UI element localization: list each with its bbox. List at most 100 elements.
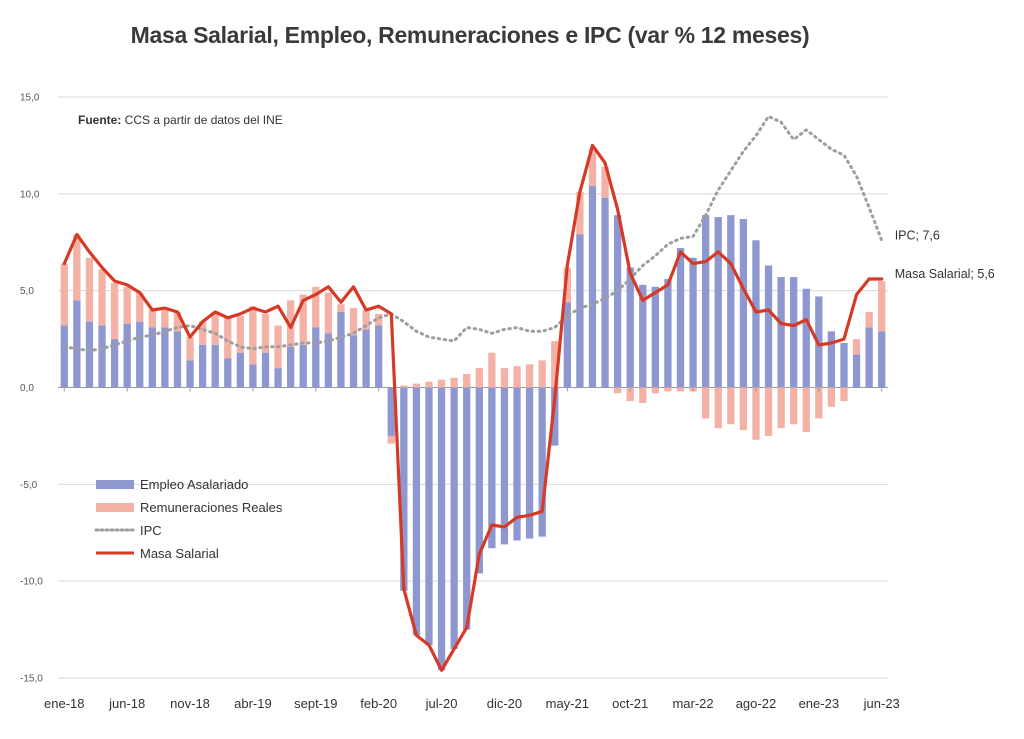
end-label: Masa Salarial; 5,6 bbox=[895, 267, 995, 281]
bar-remuneraciones-reales bbox=[412, 383, 421, 388]
bar-empleo-asalariado bbox=[752, 240, 760, 388]
bar-remuneraciones-reales bbox=[437, 379, 446, 388]
bar-empleo-asalariado bbox=[375, 325, 383, 388]
bar-remuneraciones-reales bbox=[463, 373, 471, 388]
bar-empleo-asalariado bbox=[777, 277, 785, 388]
legend-label-ipc: IPC bbox=[140, 523, 162, 538]
bar-empleo-asalariado bbox=[387, 387, 395, 436]
bar-empleo-asalariado bbox=[312, 327, 320, 388]
end-labels: IPC; 7,6 Masa Salarial; 5,6 bbox=[895, 228, 995, 281]
bar-remuneraciones-reales bbox=[287, 300, 295, 347]
x-tick-label: dic-20 bbox=[487, 696, 522, 711]
bar-remuneraciones-reales bbox=[702, 387, 710, 419]
bar-remuneraciones-reales bbox=[639, 387, 647, 403]
bar-empleo-asalariado bbox=[525, 387, 534, 539]
bar-empleo-asalariado bbox=[425, 387, 433, 646]
bar-remuneraciones-reales bbox=[98, 269, 106, 326]
bar-empleo-asalariado bbox=[362, 329, 370, 388]
legend: Empleo Asalariado Remuneraciones Reales … bbox=[94, 477, 283, 561]
bar-remuneraciones-reales bbox=[563, 267, 571, 303]
source-text: CCS a partir de datos del INE bbox=[121, 113, 282, 127]
bar-empleo-asalariado bbox=[148, 327, 156, 388]
y-tick-label: -10,0 bbox=[20, 577, 43, 588]
bar-remuneraciones-reales bbox=[840, 387, 848, 402]
bar-empleo-asalariado bbox=[802, 288, 810, 388]
bar-empleo-asalariado bbox=[274, 368, 282, 388]
bar-remuneraciones-reales bbox=[198, 321, 207, 345]
bar-empleo-asalariado bbox=[588, 186, 597, 388]
bar-empleo-asalariado bbox=[349, 335, 358, 388]
x-tick-label: oct-21 bbox=[612, 696, 648, 711]
line-masa-salarial bbox=[62, 143, 884, 672]
legend-swatch-remuneraciones bbox=[96, 503, 134, 512]
bar-remuneraciones-reales bbox=[475, 368, 483, 388]
bar-empleo-asalariado bbox=[538, 387, 546, 537]
bar-empleo-asalariado bbox=[437, 387, 446, 671]
lines bbox=[62, 114, 884, 672]
bar-empleo-asalariado bbox=[60, 325, 68, 388]
x-tick-label: nov-18 bbox=[170, 696, 210, 711]
bar-remuneraciones-reales bbox=[324, 292, 333, 334]
bar-remuneraciones-reales bbox=[349, 308, 358, 336]
x-tick-label: jul-20 bbox=[425, 696, 458, 711]
bar-remuneraciones-reales bbox=[802, 387, 810, 433]
bar-empleo-asalariado bbox=[878, 331, 886, 388]
bar-empleo-asalariado bbox=[85, 321, 94, 388]
x-tick-label: may-21 bbox=[546, 696, 589, 711]
bar-remuneraciones-reales bbox=[865, 311, 873, 328]
bar-remuneraciones-reales bbox=[362, 310, 370, 330]
bar-empleo-asalariado bbox=[500, 387, 509, 545]
bar-empleo-asalariado bbox=[601, 197, 609, 388]
bar-remuneraciones-reales bbox=[136, 292, 144, 322]
bar-remuneraciones-reales bbox=[551, 341, 559, 388]
x-tick-label: feb-20 bbox=[360, 696, 397, 711]
x-tick-label: ene-23 bbox=[799, 696, 839, 711]
x-tick-label: ago-22 bbox=[736, 696, 776, 711]
bar-empleo-asalariado bbox=[551, 387, 559, 446]
chart-title: Masa Salarial, Empleo, Remuneraciones e … bbox=[130, 22, 810, 48]
bar-empleo-asalariado bbox=[261, 352, 270, 388]
bar-empleo-asalariado bbox=[576, 234, 584, 388]
bar-remuneraciones-reales bbox=[387, 435, 395, 444]
bar-remuneraciones-reales bbox=[186, 337, 194, 361]
bar-empleo-asalariado bbox=[98, 325, 106, 388]
bar-empleo-asalariado bbox=[689, 257, 697, 388]
bar-empleo-asalariado bbox=[173, 331, 182, 388]
x-tick-label: ene-18 bbox=[44, 696, 84, 711]
bar-empleo-asalariado bbox=[110, 339, 119, 388]
bar-remuneraciones-reales bbox=[576, 191, 584, 235]
x-tick-label: jun-18 bbox=[108, 696, 145, 711]
x-tick-label: sept-19 bbox=[294, 696, 337, 711]
bar-empleo-asalariado bbox=[613, 215, 622, 388]
bar-empleo-asalariado bbox=[412, 387, 421, 636]
bar-remuneraciones-reales bbox=[299, 294, 307, 345]
bar-remuneraciones-reales bbox=[488, 352, 496, 388]
bar-remuneraciones-reales bbox=[224, 317, 232, 359]
x-tick-label: mar-22 bbox=[672, 696, 713, 711]
bar-empleo-asalariado bbox=[563, 302, 571, 388]
bar-remuneraciones-reales bbox=[739, 387, 748, 431]
bar-remuneraciones-reales bbox=[815, 387, 823, 419]
bar-remuneraciones-reales bbox=[249, 306, 257, 365]
bar-empleo-asalariado bbox=[211, 344, 219, 388]
bar-remuneraciones-reales bbox=[613, 387, 622, 394]
bar-remuneraciones-reales bbox=[312, 286, 320, 328]
bar-remuneraciones-reales bbox=[73, 234, 81, 301]
bar-empleo-asalariado bbox=[676, 248, 685, 388]
bar-empleo-asalariado bbox=[186, 360, 194, 388]
legend-label-remuneraciones: Remuneraciones Reales bbox=[140, 500, 283, 515]
bar-remuneraciones-reales bbox=[827, 387, 836, 407]
y-tick-label: -15,0 bbox=[20, 674, 43, 685]
bar-empleo-asalariado bbox=[400, 387, 408, 591]
bar-empleo-asalariado bbox=[714, 217, 722, 388]
bar-empleo-asalariado bbox=[488, 387, 496, 549]
x-tick-label: abr-19 bbox=[234, 696, 272, 711]
bar-remuneraciones-reales bbox=[525, 364, 534, 388]
bar-remuneraciones-reales bbox=[777, 387, 785, 429]
bar-empleo-asalariado bbox=[852, 354, 861, 388]
bar-empleo-asalariado bbox=[626, 267, 634, 388]
bar-remuneraciones-reales bbox=[588, 149, 597, 187]
x-axis-ticks: ene-18 jun-18 nov-18 abr-19 sept-19 feb-20 jul… bbox=[44, 387, 900, 711]
bar-empleo-asalariado bbox=[236, 352, 244, 388]
bar-empleo-asalariado bbox=[463, 387, 471, 630]
